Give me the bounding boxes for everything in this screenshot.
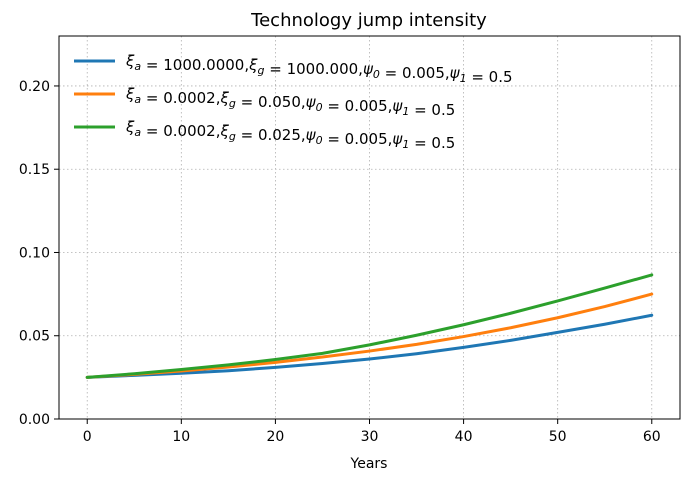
legend: ξa = 1000.0000,ξg = 1000.000,ψ0 = 0.005,… (74, 52, 513, 152)
x-axis-label: Years (350, 456, 388, 472)
y-tick-label: 0.00 (19, 412, 50, 428)
legend-label-3: ξa = 0.0002,ξg = 0.025,ψ0 = 0.005,ψ1 = 0… (125, 118, 455, 152)
x-tick-label: 30 (361, 429, 379, 445)
y-tick-label: 0.05 (19, 329, 50, 345)
legend-label-1: ξa = 1000.0000,ξg = 1000.000,ψ0 = 0.005,… (125, 52, 513, 86)
x-tick-label: 0 (83, 429, 92, 445)
series-lines (85, 273, 654, 379)
y-tick-label: 0.15 (19, 162, 50, 178)
x-tick-label: 50 (549, 429, 567, 445)
x-axis: 0 10 20 30 40 50 60 (83, 419, 661, 445)
series-line-1 (85, 313, 654, 379)
x-tick-label: 10 (172, 429, 190, 445)
x-tick-label: 60 (643, 429, 661, 445)
series-line-3 (85, 273, 654, 379)
legend-label-2: ξa = 0.0002,ξg = 0.050,ψ0 = 0.005,ψ1 = 0… (125, 85, 455, 119)
y-axis: 0.00 0.05 0.10 0.15 0.20 (19, 79, 59, 428)
chart-title: Technology jump intensity (250, 10, 487, 31)
x-tick-label: 20 (266, 429, 284, 445)
y-tick-label: 0.10 (19, 245, 50, 261)
y-tick-label: 0.20 (19, 79, 50, 95)
x-tick-label: 40 (455, 429, 473, 445)
